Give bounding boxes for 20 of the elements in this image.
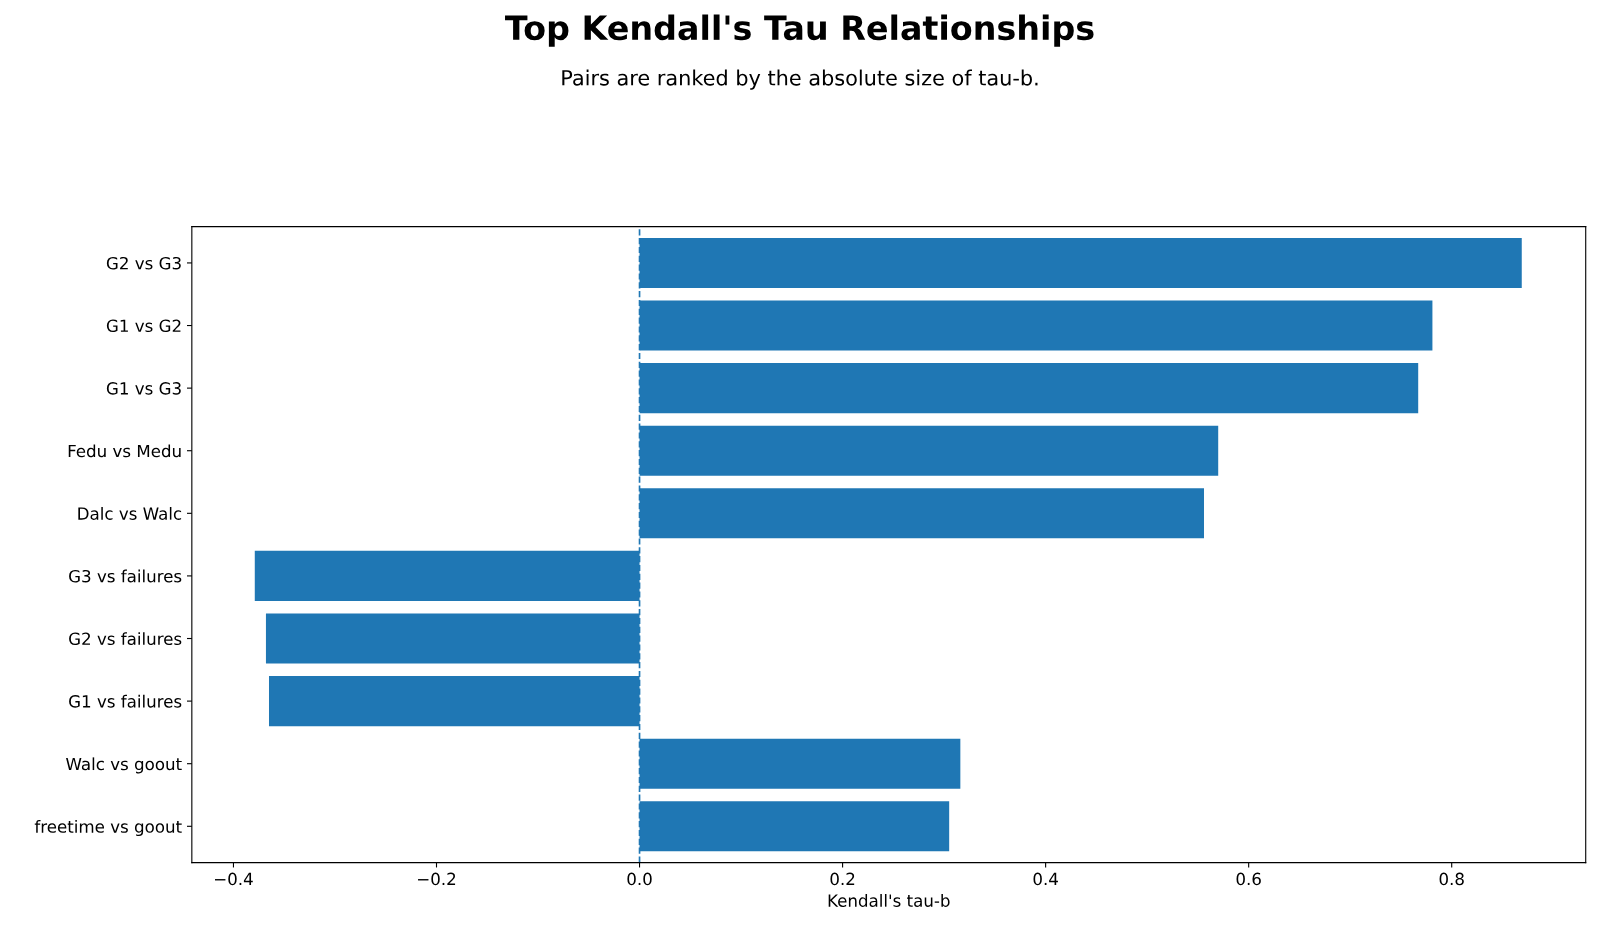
y-tick-label: G2 vs G3 [106,256,181,270]
y-tick-label: G3 vs failures [69,569,182,583]
y-tick-label: freetime vs goout [34,819,182,837]
y-tick-label: G2 vs failures [69,632,182,646]
chart-subtitle: Pairs are ranked by the absolute size of tau-b. [562,69,1038,90]
y-tick-label: Fedu vs Medu [68,444,181,458]
x-tick-label: 0.4 [1033,872,1058,886]
y-tick-label: G1 vs failures [69,694,182,708]
x-tick-label: 0.8 [1439,872,1464,886]
y-tick-label: Walc vs goout [66,757,182,774]
y-tick-label: G1 vs G3 [106,382,181,395]
x-tick-label: −0.2 [418,872,456,886]
x-tick-label: 0.2 [830,872,855,886]
x-axis-title: Kendall's tau-b [828,894,950,907]
x-tick-label: −0.4 [214,872,253,886]
y-tick-label: Dalc vs Walc [78,506,182,520]
chart-title: Top Kendall's Tau Relationships [505,14,1094,47]
x-tick-label: 0.6 [1236,872,1261,886]
x-tick-label: 0.0 [627,872,652,886]
y-tick-label: G1 vs G2 [106,319,181,333]
